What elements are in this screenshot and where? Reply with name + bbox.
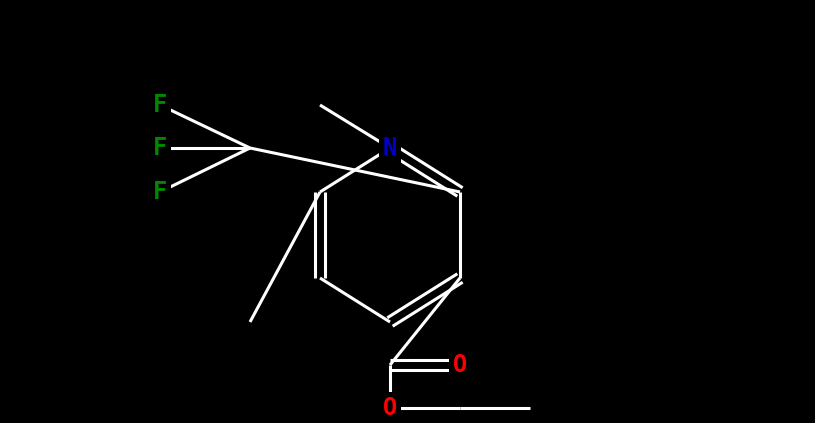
Text: F: F [153, 136, 167, 160]
Text: F: F [153, 180, 167, 204]
Text: O: O [453, 353, 467, 377]
Text: N: N [383, 136, 397, 160]
Text: O: O [383, 396, 397, 420]
Text: F: F [153, 93, 167, 117]
